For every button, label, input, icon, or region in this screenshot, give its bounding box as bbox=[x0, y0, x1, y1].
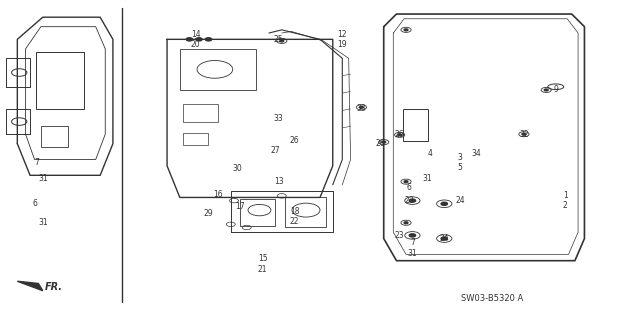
Text: 33: 33 bbox=[274, 114, 284, 123]
Text: 32: 32 bbox=[519, 130, 529, 139]
Text: 4: 4 bbox=[427, 149, 432, 158]
Text: 29: 29 bbox=[204, 209, 213, 218]
Circle shape bbox=[441, 202, 447, 205]
Text: 33: 33 bbox=[356, 104, 366, 113]
Text: SW03-B5320 A: SW03-B5320 A bbox=[461, 294, 523, 303]
Text: 31: 31 bbox=[422, 174, 432, 183]
Text: 30: 30 bbox=[232, 165, 242, 174]
Text: 7: 7 bbox=[34, 158, 39, 167]
Text: 1
2: 1 2 bbox=[563, 191, 568, 210]
Text: 27: 27 bbox=[271, 145, 280, 154]
Circle shape bbox=[186, 38, 193, 41]
Circle shape bbox=[404, 181, 408, 182]
Text: 14
20: 14 20 bbox=[191, 30, 200, 49]
Text: 17: 17 bbox=[236, 203, 245, 211]
Polygon shape bbox=[17, 281, 43, 291]
Circle shape bbox=[522, 133, 526, 135]
Text: 23: 23 bbox=[404, 196, 414, 205]
Circle shape bbox=[360, 106, 364, 108]
Circle shape bbox=[196, 38, 202, 41]
Text: FR.: FR. bbox=[45, 282, 63, 292]
Text: 7
31: 7 31 bbox=[408, 238, 417, 258]
Text: 26: 26 bbox=[395, 130, 404, 139]
Text: 13: 13 bbox=[274, 177, 284, 186]
Text: 31: 31 bbox=[38, 174, 47, 183]
Text: 16: 16 bbox=[213, 190, 223, 199]
Bar bbox=[183, 104, 218, 122]
Bar bbox=[180, 49, 256, 90]
Bar bbox=[241, 199, 275, 226]
Text: 26: 26 bbox=[290, 136, 300, 145]
Text: 15
21: 15 21 bbox=[258, 254, 268, 274]
Circle shape bbox=[544, 89, 548, 91]
Bar bbox=[183, 133, 209, 145]
Circle shape bbox=[404, 222, 408, 224]
Text: 18
22: 18 22 bbox=[290, 207, 300, 226]
Circle shape bbox=[409, 199, 415, 202]
Text: 24: 24 bbox=[456, 196, 465, 205]
Text: 26: 26 bbox=[376, 139, 385, 148]
Text: 12
19: 12 19 bbox=[337, 30, 347, 49]
Circle shape bbox=[280, 40, 284, 42]
Bar bbox=[285, 197, 326, 227]
Text: 24: 24 bbox=[440, 234, 449, 243]
Text: 31: 31 bbox=[38, 218, 47, 227]
Text: 6: 6 bbox=[32, 199, 37, 208]
Bar bbox=[41, 126, 68, 147]
Circle shape bbox=[397, 134, 401, 136]
Text: 34: 34 bbox=[471, 149, 481, 158]
Text: 6: 6 bbox=[407, 183, 412, 192]
Circle shape bbox=[441, 237, 447, 240]
Circle shape bbox=[409, 234, 415, 237]
Text: 23: 23 bbox=[395, 231, 404, 240]
Text: 25: 25 bbox=[274, 35, 284, 44]
Text: 9: 9 bbox=[554, 85, 558, 94]
Circle shape bbox=[382, 141, 386, 143]
Circle shape bbox=[205, 38, 212, 41]
Bar bbox=[403, 109, 428, 141]
Bar bbox=[36, 52, 84, 109]
Circle shape bbox=[404, 29, 408, 31]
Text: 3
5: 3 5 bbox=[458, 153, 463, 172]
